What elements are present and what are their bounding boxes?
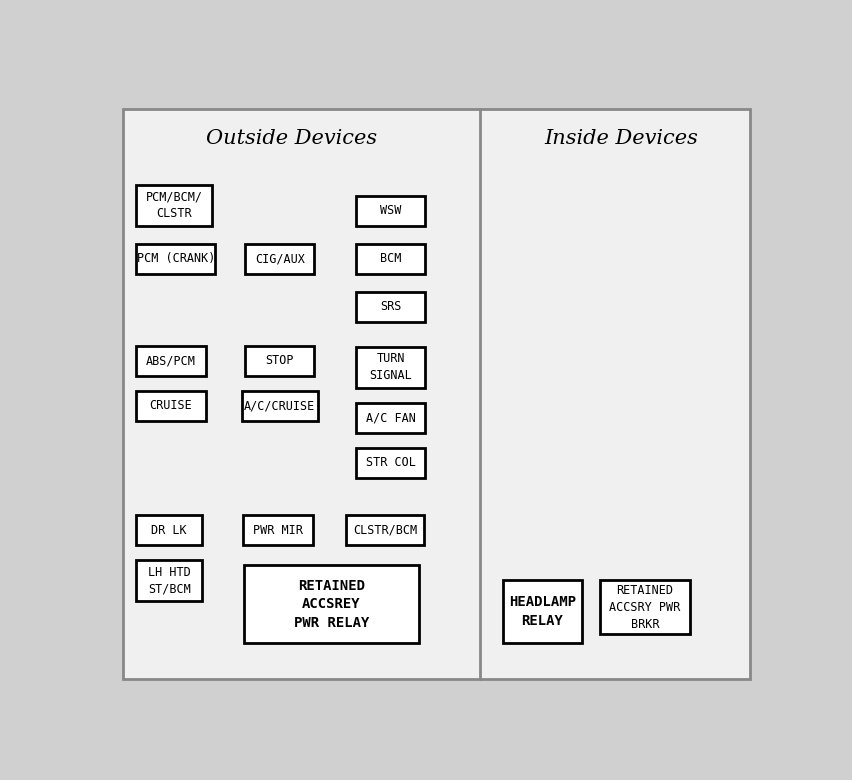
Bar [244, 565, 419, 644]
Bar [356, 196, 425, 225]
Text: A/C FAN: A/C FAN [366, 411, 416, 424]
Text: CIG/AUX: CIG/AUX [255, 252, 305, 265]
Text: PCM/BCM/
CLSTR: PCM/BCM/ CLSTR [146, 190, 203, 220]
Bar [136, 516, 202, 545]
Bar [356, 403, 425, 433]
Text: ABS/PCM: ABS/PCM [146, 354, 196, 367]
Bar [136, 243, 216, 274]
Text: CRUISE: CRUISE [149, 399, 193, 413]
Text: WSW: WSW [380, 204, 401, 217]
Bar [242, 391, 318, 421]
Text: LH HTD
ST/BCM: LH HTD ST/BCM [148, 566, 191, 596]
Text: Inside Devices: Inside Devices [544, 129, 699, 148]
Bar [503, 580, 582, 644]
Text: BCM: BCM [380, 252, 401, 265]
Bar [136, 391, 205, 421]
Bar [356, 448, 425, 478]
Text: SRS: SRS [380, 300, 401, 314]
Text: RETAINED
ACCSREY
PWR RELAY: RETAINED ACCSREY PWR RELAY [294, 579, 369, 629]
Text: DR LK: DR LK [152, 523, 187, 537]
Bar [243, 516, 313, 545]
Text: Outside Devices: Outside Devices [206, 129, 377, 148]
Text: RETAINED
ACCSRY PWR
BRKR: RETAINED ACCSRY PWR BRKR [609, 583, 681, 630]
Bar [245, 346, 314, 376]
Text: PCM (CRANK): PCM (CRANK) [136, 252, 215, 265]
Text: HEADLAMP
RELAY: HEADLAMP RELAY [509, 595, 576, 628]
Bar [346, 516, 424, 545]
Bar [136, 346, 205, 376]
Bar [601, 580, 689, 634]
Text: STOP: STOP [266, 354, 294, 367]
Text: PWR MIR: PWR MIR [253, 523, 302, 537]
Bar [245, 243, 314, 274]
Text: STR COL: STR COL [366, 456, 416, 470]
Bar [356, 347, 425, 388]
Bar [136, 560, 202, 601]
Bar [136, 185, 212, 225]
Text: A/C/CRUISE: A/C/CRUISE [245, 399, 315, 413]
Bar [356, 292, 425, 322]
Text: TURN
SIGNAL: TURN SIGNAL [370, 353, 412, 382]
Bar [356, 243, 425, 274]
Text: CLSTR/BCM: CLSTR/BCM [353, 523, 417, 537]
